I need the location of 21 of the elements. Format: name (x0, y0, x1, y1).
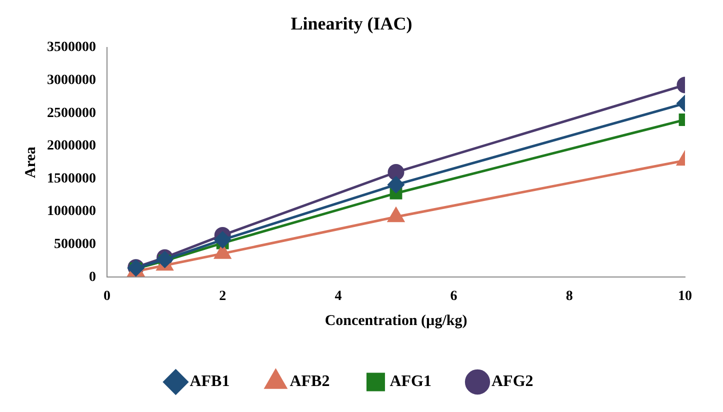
y-tick-label: 2000000 (47, 138, 96, 154)
x-tick-label: 10 (678, 289, 692, 304)
y-tick-label: 3500000 (47, 40, 96, 56)
y-tick-label: 1000000 (47, 204, 96, 220)
x-tick-label: 0 (104, 289, 110, 304)
y-tick-label: 1500000 (47, 171, 96, 186)
legend-label: AFB2 (290, 373, 330, 390)
x-tick-label: 4 (334, 289, 342, 304)
y-tick-label: 3000000 (47, 73, 96, 88)
legend-label: AFG1 (390, 373, 432, 390)
legend-label: AFB1 (190, 373, 230, 390)
x-tick-label: 2 (219, 289, 226, 304)
legend-label: AFG2 (492, 373, 534, 390)
x-tick-label: 8 (566, 289, 573, 304)
y-tick-label: 0 (89, 270, 96, 285)
y-tick-label: 500000 (54, 237, 96, 252)
y-tick-label: 2500000 (47, 106, 96, 121)
y-axis-title: Area (22, 146, 39, 178)
x-tick-label: 6 (450, 289, 458, 304)
chart-title: Linearity (IAC) (290, 13, 412, 34)
x-axis-title: Concentration (µg/kg) (324, 312, 468, 329)
